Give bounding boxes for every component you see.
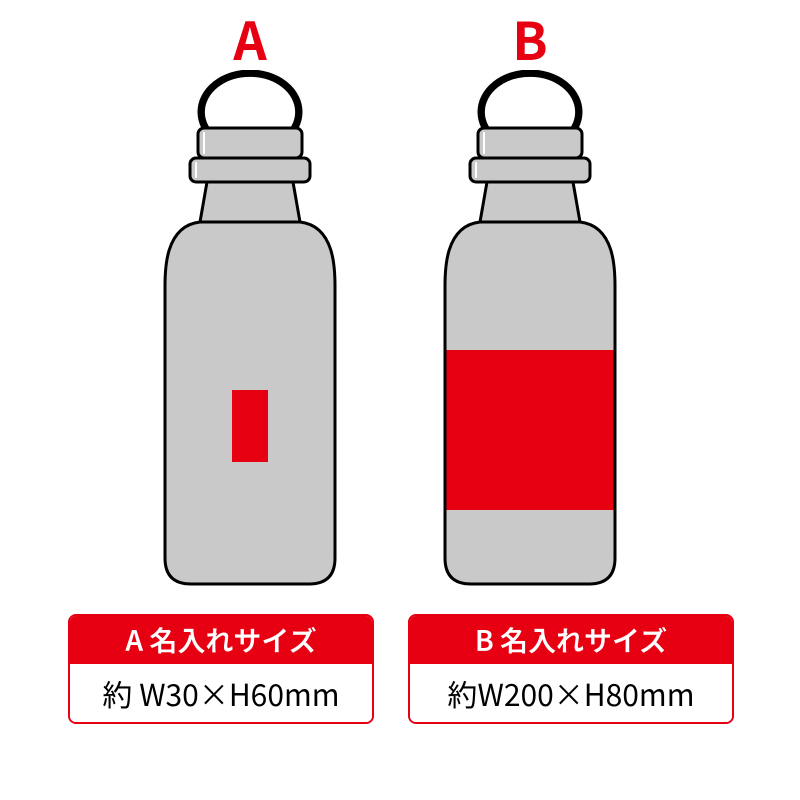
size-info-box-a: A 名入れサイズ 約 W30×H60mm bbox=[68, 614, 374, 724]
bottle-diagram-b bbox=[440, 70, 620, 590]
bottle-diagram-a bbox=[160, 70, 340, 590]
size-info-value-a: 約 W30×H60mm bbox=[70, 664, 372, 722]
label-letter-b: B bbox=[480, 0, 580, 75]
diagram-canvas: A B A 名入れサイズ 約 W30×H60mm B 名入れサイズ 約W200×… bbox=[0, 0, 800, 800]
size-info-header-a: A 名入れサイズ bbox=[70, 616, 372, 664]
label-letter-a: A bbox=[200, 0, 300, 75]
bottle-svg-b bbox=[440, 70, 620, 590]
bottle-svg-a bbox=[160, 70, 340, 590]
size-info-box-b: B 名入れサイズ 約W200×H80mm bbox=[408, 614, 734, 724]
size-info-header-b: B 名入れサイズ bbox=[410, 616, 732, 664]
size-info-value-b: 約W200×H80mm bbox=[410, 664, 732, 722]
